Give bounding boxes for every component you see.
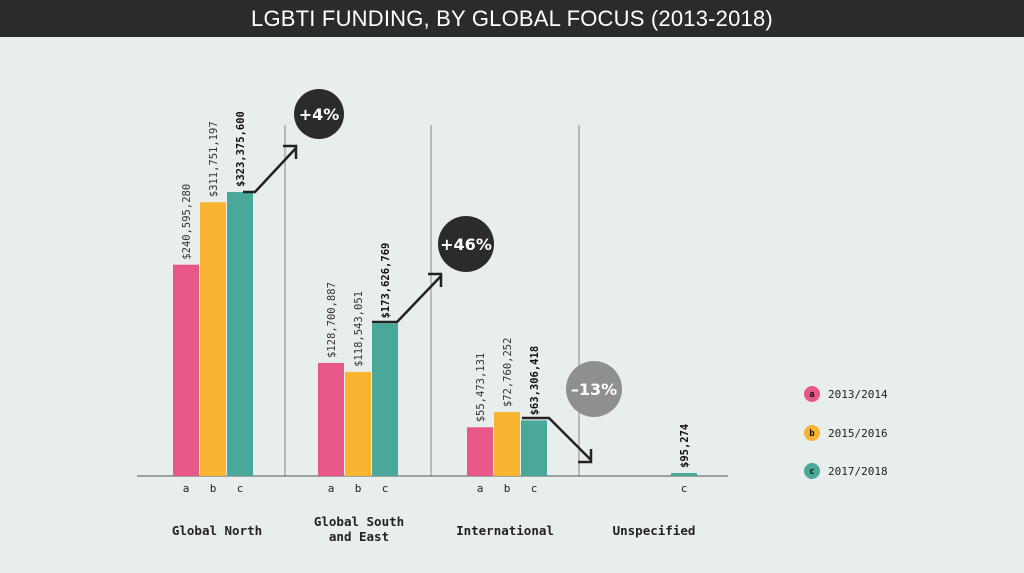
- change-badge-label-1: +4%: [299, 105, 340, 124]
- change-arrow-1: [243, 147, 297, 194]
- legend-label-a: 2013/2014: [828, 388, 888, 401]
- value-label-a-group-2: $128,700,887: [326, 282, 338, 358]
- tick-label-c-group-4: c: [681, 482, 688, 495]
- change-badge-3: [566, 361, 622, 417]
- tick-label-b-group-2: b: [355, 482, 362, 495]
- legend-swatch-c: [804, 463, 820, 479]
- title-bar: LGBTI FUNDING, BY GLOBAL FOCUS (2013-201…: [0, 0, 1024, 37]
- bar-b-group-2: [345, 371, 371, 476]
- tick-label-b-group-1: b: [210, 482, 217, 495]
- value-label-c-group-3: $63,306,418: [529, 346, 541, 416]
- tick-label-b-group-3: b: [504, 482, 511, 495]
- bar-c-group-1: [227, 192, 253, 476]
- legend-key-b: b: [809, 429, 815, 439]
- tick-label-c-group-1: c: [237, 482, 244, 495]
- value-label-b-group-1: $311,751,197: [208, 121, 220, 197]
- value-label-b-group-2: $118,543,051: [353, 291, 365, 367]
- change-arrow-head-1: [283, 144, 298, 159]
- tick-label-a-group-1: a: [183, 482, 190, 495]
- value-label-b-group-3: $72,760,252: [502, 338, 514, 408]
- legend-label-c: 2017/2018: [828, 465, 888, 478]
- legend-swatch-a: [804, 386, 820, 402]
- change-badge-1: [294, 89, 344, 139]
- legend-swatch-b: [804, 425, 820, 441]
- bar-c-group-3: [521, 420, 547, 476]
- legend-label-b: 2015/2016: [828, 427, 888, 440]
- bar-a-group-3: [467, 427, 493, 476]
- change-badge-label-3: –13%: [571, 380, 617, 399]
- value-label-a-group-1: $240,595,280: [181, 184, 193, 260]
- change-badge-2: [438, 216, 494, 272]
- group-label-global-north: Global North: [172, 523, 262, 538]
- bar-c-group-4: [671, 473, 697, 476]
- tick-label-c-group-3: c: [531, 482, 538, 495]
- bar-b-group-1: [200, 202, 226, 476]
- chart-title: LGBTI FUNDING, BY GLOBAL FOCUS (2013-201…: [251, 5, 773, 31]
- tick-label-a-group-3: a: [477, 482, 484, 495]
- bar-b-group-3: [494, 412, 520, 476]
- bar-c-group-2: [372, 323, 398, 476]
- legend-key-a: a: [809, 390, 814, 400]
- value-label-c-group-2: $173,626,769: [380, 243, 392, 319]
- change-arrow-head-3: [578, 449, 593, 464]
- tick-label-a-group-2: a: [328, 482, 335, 495]
- legend-key-c: c: [809, 467, 814, 477]
- group-label-global-south-east: Global South and East: [314, 514, 404, 544]
- value-label-a-group-3: $55,473,131: [475, 353, 487, 423]
- tick-label-c-group-2: c: [382, 482, 389, 495]
- bar-a-group-1: [173, 264, 199, 476]
- value-label-c-group-1: $323,375,600: [235, 111, 247, 187]
- change-arrow-3: [522, 416, 592, 461]
- bar-a-group-2: [318, 362, 344, 476]
- change-badge-label-2: +46%: [440, 235, 492, 254]
- value-label-c-group-4: $95,274: [679, 424, 691, 468]
- group-label-unspecified: Unspecified: [613, 523, 696, 538]
- group-label-international: International: [456, 523, 554, 538]
- change-arrow-2: [372, 275, 442, 324]
- change-arrow-head-2: [428, 272, 443, 287]
